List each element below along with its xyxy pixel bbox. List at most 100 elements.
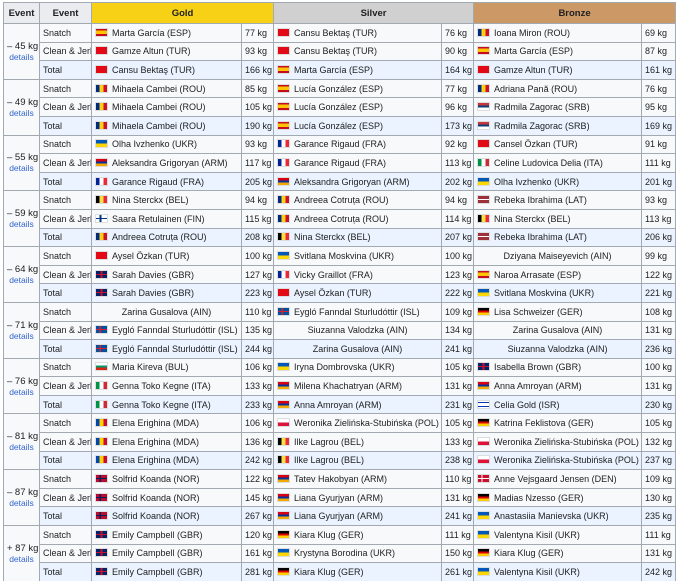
athlete-name[interactable]: Mihaela Cambei (ROU) xyxy=(112,83,206,94)
athlete-name[interactable]: Ilke Lagrou (BEL) xyxy=(294,436,365,447)
details-link[interactable]: details xyxy=(9,275,34,286)
athlete-name[interactable]: Kiara Klug (GER) xyxy=(294,529,364,540)
athlete-name[interactable]: Zarina Gusalova (AIN) xyxy=(312,343,403,354)
athlete-name[interactable]: Saara Retulainen (FIN) xyxy=(112,213,205,224)
athlete-name[interactable]: Olha Ivzhenko (UKR) xyxy=(494,176,580,187)
athlete-name[interactable]: Zarina Gusalova (AIN) xyxy=(121,306,212,317)
athlete-name[interactable]: Aleksandra Grigoryan (ARM) xyxy=(112,157,228,168)
athlete-name[interactable]: Maria Kireva (BUL) xyxy=(112,362,189,373)
athlete-name[interactable]: Elena Erighina (MDA) xyxy=(112,455,200,466)
athlete-name[interactable]: Lisa Schweizer (GER) xyxy=(494,306,583,317)
athlete-name[interactable]: Elena Erighina (MDA) xyxy=(112,418,200,429)
athlete-name[interactable]: Lucía González (ESP) xyxy=(294,120,384,131)
athlete-name[interactable]: Andreea Cotruța (ROU) xyxy=(294,213,389,224)
athlete-name[interactable]: Weronika Zielińska-Stubińska (POL) xyxy=(494,436,639,447)
athlete-name[interactable]: Vicky Graillot (FRA) xyxy=(294,269,373,280)
athlete-name[interactable]: Weronika Zielińska-Stubińska (POL) xyxy=(494,455,639,466)
athlete-name[interactable]: Andreea Cotruța (ROU) xyxy=(294,195,389,206)
details-link[interactable]: details xyxy=(9,442,34,453)
athlete-name[interactable]: Zarina Gusalova (AIN) xyxy=(512,325,603,336)
athlete-name[interactable]: Lucía González (ESP) xyxy=(294,83,384,94)
athlete-name[interactable]: Garance Rigaud (FRA) xyxy=(294,157,387,168)
athlete-name[interactable]: Gamze Altun (TUR) xyxy=(494,64,573,75)
athlete-name[interactable]: Krystyna Borodina (UKR) xyxy=(294,548,396,559)
athlete-name[interactable]: Marta García (ESP) xyxy=(494,46,574,57)
athlete-name[interactable]: Andreea Cotruța (ROU) xyxy=(112,232,207,243)
athlete-name[interactable]: Mihaela Cambei (ROU) xyxy=(112,120,206,131)
athlete-name[interactable]: Weronika Zielińska-Stubińska (POL) xyxy=(294,418,439,429)
athlete-name[interactable]: Milena Khachatryan (ARM) xyxy=(294,381,403,392)
athlete-name[interactable]: Ioana Miron (ROU) xyxy=(494,27,571,38)
athlete-name[interactable]: Kiara Klug (GER) xyxy=(494,548,564,559)
athlete-name[interactable]: Genna Toko Kegne (ITA) xyxy=(112,381,211,392)
athlete-name[interactable]: Celia Gold (ISR) xyxy=(494,399,560,410)
athlete-name[interactable]: Aleksandra Grigoryan (ARM) xyxy=(294,176,410,187)
details-link[interactable]: details xyxy=(9,219,34,230)
athlete-name[interactable]: Liana Gyurjyan (ARM) xyxy=(294,511,384,522)
athlete-name[interactable]: Anna Amroyan (ARM) xyxy=(494,381,582,392)
athlete-name[interactable]: Iryna Dombrovska (UKR) xyxy=(294,362,395,373)
details-link[interactable]: details xyxy=(9,107,34,118)
athlete-name[interactable]: Anne Vejsgaard Jensen (DEN) xyxy=(494,474,617,485)
athlete-name[interactable]: Genna Toko Kegne (ITA) xyxy=(112,399,211,410)
details-link[interactable]: details xyxy=(9,553,34,564)
athlete-name[interactable]: Emily Campbell (GBR) xyxy=(112,529,203,540)
athlete-name[interactable]: Mihaela Cambei (ROU) xyxy=(112,102,206,113)
athlete-name[interactable]: Katrina Feklistova (GER) xyxy=(494,418,594,429)
athlete-name[interactable]: Kiara Klug (GER) xyxy=(294,567,364,578)
athlete-name[interactable]: Tatev Hakobyan (ARM) xyxy=(294,474,388,485)
athlete-name[interactable]: Cansu Bektaş (TUR) xyxy=(294,46,378,57)
athlete-name[interactable]: Garance Rigaud (FRA) xyxy=(112,176,205,187)
athlete-name[interactable]: Eygló Fanndal Sturludóttir (ISL) xyxy=(112,325,238,336)
athlete-name[interactable]: Siuzanna Valodzka (AIN) xyxy=(507,343,608,354)
athlete-name[interactable]: Cansu Bektaş (TUR) xyxy=(112,64,196,75)
athlete-name[interactable]: Siuzanna Valodzka (AIN) xyxy=(307,325,408,336)
athlete-name[interactable]: Marta García (ESP) xyxy=(294,64,374,75)
athlete-name[interactable]: Aysel Özkan (TUR) xyxy=(294,288,372,299)
athlete-name[interactable]: Anastasiia Manievska (UKR) xyxy=(494,511,609,522)
athlete-name[interactable]: Isabella Brown (GBR) xyxy=(494,362,582,373)
athlete-name[interactable]: Olha Ivzhenko (UKR) xyxy=(112,139,198,150)
athlete-name[interactable]: Madias Nzesso (GER) xyxy=(494,492,584,503)
athlete-name[interactable]: Garance Rigaud (FRA) xyxy=(294,139,387,150)
athlete-name[interactable]: Solfrid Koanda (NOR) xyxy=(112,474,200,485)
athlete-name[interactable]: Rebeka Ibrahima (LAT) xyxy=(494,232,587,243)
athlete-name[interactable]: Aysel Özkan (TUR) xyxy=(112,250,190,261)
athlete-name[interactable]: Nina Sterckx (BEL) xyxy=(494,213,571,224)
details-link[interactable]: details xyxy=(9,51,34,62)
athlete-name[interactable]: Emily Campbell (GBR) xyxy=(112,548,203,559)
details-link[interactable]: details xyxy=(9,498,34,509)
athlete-name[interactable]: Solfrid Koanda (NOR) xyxy=(112,492,200,503)
athlete-name[interactable]: Dziyana Maiseyevich (AIN) xyxy=(503,250,612,261)
athlete-name[interactable]: Lucía González (ESP) xyxy=(294,102,384,113)
athlete-name[interactable]: Celine Ludovica Delia (ITA) xyxy=(494,157,603,168)
athlete-name[interactable]: Svitlana Moskvina (UKR) xyxy=(294,250,395,261)
athlete-name[interactable]: Cansel Özkan (TUR) xyxy=(494,139,578,150)
athlete-name[interactable]: Marta García (ESP) xyxy=(112,27,192,38)
athlete-name[interactable]: Emily Campbell (GBR) xyxy=(112,567,203,578)
athlete-name[interactable]: Sarah Davies (GBR) xyxy=(112,269,195,280)
athlete-name[interactable]: Nina Sterckx (BEL) xyxy=(112,195,189,206)
athlete-name[interactable]: Gamze Altun (TUR) xyxy=(112,46,191,57)
athlete-name[interactable]: Cansu Bektaş (TUR) xyxy=(294,27,378,38)
details-link[interactable]: details xyxy=(9,330,34,341)
athlete-name[interactable]: Liana Gyurjyan (ARM) xyxy=(294,492,384,503)
athlete-name[interactable]: Valentyna Kisil (UKR) xyxy=(494,567,580,578)
athlete-name[interactable]: Radmila Zagorac (SRB) xyxy=(494,102,590,113)
athlete-name[interactable]: Ilke Lagrou (BEL) xyxy=(294,455,365,466)
athlete-name[interactable]: Eygló Fanndal Sturludóttir (ISL) xyxy=(112,343,238,354)
details-link[interactable]: details xyxy=(9,386,34,397)
athlete-name[interactable]: Naroa Arrasate (ESP) xyxy=(494,269,582,280)
athlete-name[interactable]: Rebeka Ibrahima (LAT) xyxy=(494,195,587,206)
athlete-name[interactable]: Adriana Pană (ROU) xyxy=(494,83,578,94)
athlete-name[interactable]: Solfrid Koanda (NOR) xyxy=(112,511,200,522)
details-link[interactable]: details xyxy=(9,163,34,174)
athlete-name[interactable]: Valentyna Kisil (UKR) xyxy=(494,529,580,540)
athlete-name[interactable]: Nina Sterckx (BEL) xyxy=(294,232,371,243)
athlete-name[interactable]: Sarah Davies (GBR) xyxy=(112,288,195,299)
athlete-name[interactable]: Anna Amroyan (ARM) xyxy=(294,399,382,410)
athlete-name[interactable]: Eygló Fanndal Sturludóttir (ISL) xyxy=(294,306,420,317)
athlete-name[interactable]: Svitlana Moskvina (UKR) xyxy=(494,288,595,299)
athlete-name[interactable]: Elena Erighina (MDA) xyxy=(112,436,200,447)
athlete-name[interactable]: Radmila Zagorac (SRB) xyxy=(494,120,590,131)
